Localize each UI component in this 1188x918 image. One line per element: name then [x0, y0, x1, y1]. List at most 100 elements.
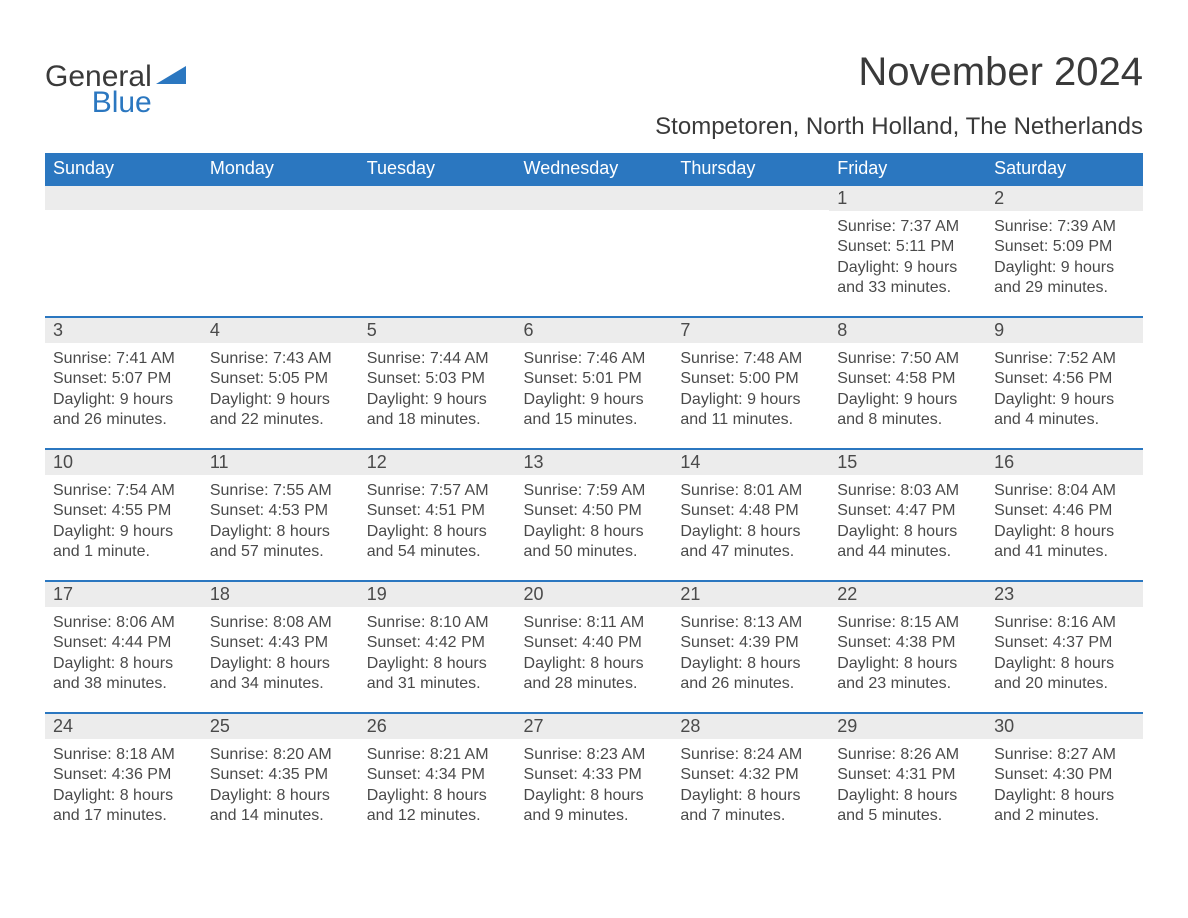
day-details: Sunrise: 8:26 AMSunset: 4:31 PMDaylight:… [829, 739, 986, 831]
daylight-line: Daylight: 9 hours and 22 minutes. [210, 390, 351, 431]
day-details: Sunrise: 8:06 AMSunset: 4:44 PMDaylight:… [45, 607, 202, 699]
weekday-header-row: SundayMondayTuesdayWednesdayThursdayFrid… [45, 153, 1143, 184]
calendar-day-cell: 13Sunrise: 7:59 AMSunset: 4:50 PMDayligh… [516, 448, 673, 580]
sunset-line: Sunset: 4:48 PM [680, 501, 821, 521]
day-number-bar: 18 [202, 580, 359, 607]
sunrise-line: Sunrise: 8:11 AM [524, 613, 665, 633]
day-number-bar: 13 [516, 448, 673, 475]
sunset-line: Sunset: 4:44 PM [53, 633, 194, 653]
day-details: Sunrise: 7:52 AMSunset: 4:56 PMDaylight:… [986, 343, 1143, 435]
day-details: Sunrise: 7:50 AMSunset: 4:58 PMDaylight:… [829, 343, 986, 435]
day-number-bar: 8 [829, 316, 986, 343]
calendar-day-cell: 7Sunrise: 7:48 AMSunset: 5:00 PMDaylight… [672, 316, 829, 448]
daylight-line: Daylight: 9 hours and 4 minutes. [994, 390, 1135, 431]
sunrise-line: Sunrise: 7:54 AM [53, 481, 194, 501]
day-details: Sunrise: 8:01 AMSunset: 4:48 PMDaylight:… [672, 475, 829, 567]
sunset-line: Sunset: 4:46 PM [994, 501, 1135, 521]
day-number-bar: 30 [986, 712, 1143, 739]
sunrise-line: Sunrise: 8:13 AM [680, 613, 821, 633]
sunset-line: Sunset: 5:07 PM [53, 369, 194, 389]
day-number-bar: 15 [829, 448, 986, 475]
sunrise-line: Sunrise: 8:20 AM [210, 745, 351, 765]
daylight-line: Daylight: 8 hours and 31 minutes. [367, 654, 508, 695]
sunset-line: Sunset: 4:37 PM [994, 633, 1135, 653]
day-number-bar: 9 [986, 316, 1143, 343]
day-details: Sunrise: 7:59 AMSunset: 4:50 PMDaylight:… [516, 475, 673, 567]
daylight-line: Daylight: 9 hours and 29 minutes. [994, 258, 1135, 299]
sunset-line: Sunset: 4:36 PM [53, 765, 194, 785]
calendar-empty-cell [202, 184, 359, 316]
sunset-line: Sunset: 4:47 PM [837, 501, 978, 521]
daylight-line: Daylight: 8 hours and 38 minutes. [53, 654, 194, 695]
day-details: Sunrise: 8:13 AMSunset: 4:39 PMDaylight:… [672, 607, 829, 699]
sunrise-line: Sunrise: 7:41 AM [53, 349, 194, 369]
logo-triangle-icon [156, 66, 186, 91]
sunset-line: Sunset: 4:34 PM [367, 765, 508, 785]
daylight-line: Daylight: 8 hours and 23 minutes. [837, 654, 978, 695]
day-details: Sunrise: 8:03 AMSunset: 4:47 PMDaylight:… [829, 475, 986, 567]
sunrise-line: Sunrise: 8:27 AM [994, 745, 1135, 765]
day-details: Sunrise: 8:16 AMSunset: 4:37 PMDaylight:… [986, 607, 1143, 699]
day-details: Sunrise: 7:54 AMSunset: 4:55 PMDaylight:… [45, 475, 202, 567]
weekday-header: Sunday [45, 153, 202, 184]
day-number-bar [359, 184, 516, 210]
day-number-bar: 27 [516, 712, 673, 739]
day-number-bar: 25 [202, 712, 359, 739]
calendar-day-cell: 27Sunrise: 8:23 AMSunset: 4:33 PMDayligh… [516, 712, 673, 844]
calendar-day-cell: 26Sunrise: 8:21 AMSunset: 4:34 PMDayligh… [359, 712, 516, 844]
day-number-bar: 4 [202, 316, 359, 343]
sunset-line: Sunset: 4:33 PM [524, 765, 665, 785]
day-number-bar: 19 [359, 580, 516, 607]
day-details: Sunrise: 8:08 AMSunset: 4:43 PMDaylight:… [202, 607, 359, 699]
day-details: Sunrise: 7:39 AMSunset: 5:09 PMDaylight:… [986, 211, 1143, 303]
calendar-day-cell: 25Sunrise: 8:20 AMSunset: 4:35 PMDayligh… [202, 712, 359, 844]
sunrise-line: Sunrise: 8:04 AM [994, 481, 1135, 501]
sunrise-line: Sunrise: 8:21 AM [367, 745, 508, 765]
calendar-day-cell: 8Sunrise: 7:50 AMSunset: 4:58 PMDaylight… [829, 316, 986, 448]
day-number-bar: 10 [45, 448, 202, 475]
daylight-line: Daylight: 9 hours and 15 minutes. [524, 390, 665, 431]
day-details: Sunrise: 8:10 AMSunset: 4:42 PMDaylight:… [359, 607, 516, 699]
sunset-line: Sunset: 4:56 PM [994, 369, 1135, 389]
sunrise-line: Sunrise: 7:37 AM [837, 217, 978, 237]
day-details: Sunrise: 8:24 AMSunset: 4:32 PMDaylight:… [672, 739, 829, 831]
day-number-bar [672, 184, 829, 210]
sunrise-line: Sunrise: 8:01 AM [680, 481, 821, 501]
calendar-empty-cell [516, 184, 673, 316]
daylight-line: Daylight: 8 hours and 34 minutes. [210, 654, 351, 695]
sunrise-line: Sunrise: 7:43 AM [210, 349, 351, 369]
sunset-line: Sunset: 4:58 PM [837, 369, 978, 389]
sunrise-line: Sunrise: 7:46 AM [524, 349, 665, 369]
sunrise-line: Sunrise: 7:44 AM [367, 349, 508, 369]
calendar-day-cell: 6 Sunrise: 7:46 AMSunset: 5:01 PMDaylight… [516, 316, 673, 448]
calendar-day-cell: 10Sunrise: 7:54 AMSunset: 4:55 PMDayligh… [45, 448, 202, 580]
sunset-line: Sunset: 4:32 PM [680, 765, 821, 785]
day-number-bar: 6 [516, 316, 673, 343]
calendar-week-row: 17Sunrise: 8:06 AMSunset: 4:44 PMDayligh… [45, 580, 1143, 712]
header: General Blue November 2024 Stompetoren, … [45, 50, 1143, 141]
sunrise-line: Sunrise: 8:16 AM [994, 613, 1135, 633]
sunset-line: Sunset: 4:51 PM [367, 501, 508, 521]
sunset-line: Sunset: 5:05 PM [210, 369, 351, 389]
calendar-day-cell: 2Sunrise: 7:39 AMSunset: 5:09 PMDaylight… [986, 184, 1143, 316]
day-number-bar: 3 [45, 316, 202, 343]
day-details: Sunrise: 8:04 AMSunset: 4:46 PMDaylight:… [986, 475, 1143, 567]
sunset-line: Sunset: 4:35 PM [210, 765, 351, 785]
day-number-bar: 23 [986, 580, 1143, 607]
calendar-day-cell: 20Sunrise: 8:11 AMSunset: 4:40 PMDayligh… [516, 580, 673, 712]
calendar-week-row: 24Sunrise: 8:18 AMSunset: 4:36 PMDayligh… [45, 712, 1143, 844]
daylight-line: Daylight: 8 hours and 50 minutes. [524, 522, 665, 563]
day-number-bar: 21 [672, 580, 829, 607]
day-details: Sunrise: 7:37 AMSunset: 5:11 PMDaylight:… [829, 211, 986, 303]
calendar-day-cell: 17Sunrise: 8:06 AMSunset: 4:44 PMDayligh… [45, 580, 202, 712]
calendar-week-row: 1Sunrise: 7:37 AMSunset: 5:11 PMDaylight… [45, 184, 1143, 316]
page-title: November 2024 [655, 50, 1143, 95]
sunset-line: Sunset: 5:00 PM [680, 369, 821, 389]
weekday-header: Thursday [672, 153, 829, 184]
day-details: Sunrise: 8:18 AMSunset: 4:36 PMDaylight:… [45, 739, 202, 831]
calendar-day-cell: 5Sunrise: 7:44 AMSunset: 5:03 PMDaylight… [359, 316, 516, 448]
sunset-line: Sunset: 5:01 PM [524, 369, 665, 389]
daylight-line: Daylight: 8 hours and 7 minutes. [680, 786, 821, 827]
sunrise-line: Sunrise: 8:26 AM [837, 745, 978, 765]
day-number-bar [202, 184, 359, 210]
